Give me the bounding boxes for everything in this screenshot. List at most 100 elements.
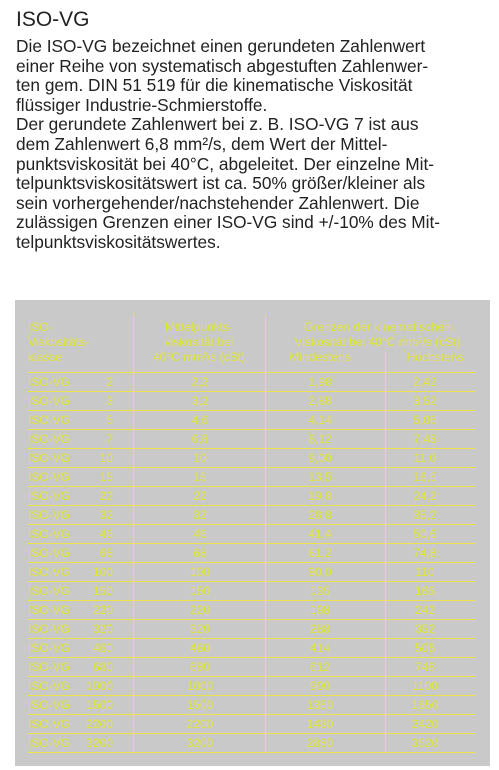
cell: 35,2 — [413, 508, 437, 522]
header-cell: Mittelpunkts- — [164, 320, 234, 334]
cell: ISO-VG — [28, 546, 71, 560]
rule — [28, 524, 475, 525]
header-cell: 40°C mm²/s (cSt) — [152, 350, 246, 364]
paragraph-line: ten gem. DIN 51 519 für die kinematische… — [16, 75, 413, 96]
cell: 68 — [193, 546, 207, 560]
rule — [28, 638, 475, 639]
paragraph-line: Der gerundete Zahlenwert bei z. B. ISO-V… — [16, 114, 419, 135]
rule — [28, 600, 475, 601]
header-cell: viskosität bei — [164, 335, 234, 349]
cell: 2200 — [186, 717, 214, 731]
cell: 220 — [189, 603, 211, 617]
rule — [133, 314, 134, 752]
cell: 2420 — [411, 717, 439, 731]
rule — [28, 676, 475, 677]
header-cell: Höchstens — [406, 350, 464, 364]
cell: 41,4 — [308, 527, 332, 541]
cell: 5 — [106, 413, 113, 427]
cell: 1650 — [411, 698, 439, 712]
cell: 414 — [309, 641, 331, 655]
rule — [385, 352, 386, 752]
cell: 242 — [414, 603, 436, 617]
cell: 3,2 — [191, 394, 209, 408]
cell: ISO-VG — [28, 375, 71, 389]
cell: 1000 — [186, 679, 214, 693]
cell: ISO-VG — [28, 698, 71, 712]
paragraph-line: Die ISO-VG bezeichnet einen gerundeten Z… — [16, 36, 426, 56]
paragraph-line: punktsviskosität bei 40°C, abgeleitet. D… — [16, 153, 435, 174]
header-cell: Mindestens — [289, 350, 351, 364]
cell: 15 — [99, 470, 113, 484]
cell: 900 — [309, 679, 331, 693]
cell: ISO-VG — [28, 489, 71, 503]
cell: 68 — [99, 546, 113, 560]
rule — [28, 733, 475, 734]
cell: 1000 — [86, 679, 113, 693]
cell: 3,52 — [413, 394, 437, 408]
cell: 7 — [106, 432, 113, 446]
paragraph-line: telpunktsviskositätswert ist ca. 50% grö… — [16, 173, 426, 194]
cell: 90,0 — [308, 565, 332, 579]
cell: 3200 — [86, 736, 113, 750]
cell: 61,2 — [308, 546, 332, 560]
cell: 4,6 — [191, 413, 209, 427]
cell: 748 — [414, 660, 436, 674]
cell: 16,5 — [413, 470, 437, 484]
header-cell: Viskosität bei 40°C mm²/s (cSt) — [294, 335, 461, 349]
cell: 32 — [99, 508, 113, 522]
table: ISO- Viskositäts-klasse Mittelpunkts-visko… — [15, 300, 490, 766]
cell: 5,06 — [413, 413, 437, 427]
cell: 288 — [309, 622, 331, 636]
cell: ISO-VG — [28, 527, 71, 541]
cell: ISO-VG — [28, 470, 71, 484]
cell: 460 — [189, 641, 211, 655]
paragraph-line: dem Zahlenwert 6,8 mm²/s, dem Wert der M… — [16, 134, 388, 154]
cell: 2200 — [86, 717, 113, 731]
cell: ISO-VG — [28, 413, 71, 427]
paragraph-line: flüssiger Industrie-Schmierstoffe. — [16, 94, 268, 115]
cell: ISO-VG — [28, 508, 71, 522]
cell: ISO-VG — [28, 660, 71, 674]
cell: 24,2 — [413, 489, 437, 503]
header-cell: Viskositäts- — [28, 335, 90, 349]
rule — [28, 657, 475, 658]
cell: ISO-VG — [28, 641, 71, 655]
rule — [28, 486, 475, 487]
paragraph-line: telpunktsviskositätswertes. — [16, 232, 221, 252]
cell: 10 — [193, 451, 207, 465]
cell: ISO-VG — [28, 565, 71, 579]
cell: 2,2 — [191, 375, 209, 389]
cell: 320 — [189, 622, 211, 636]
cell: 1480 — [306, 717, 334, 731]
cell: 1350 — [306, 698, 334, 712]
cell: ISO-VG — [28, 603, 71, 617]
cell: 6,8 — [191, 432, 209, 446]
cell: 2,42 — [413, 375, 437, 389]
cell: ISO-VG — [28, 584, 71, 598]
rule — [28, 391, 475, 392]
rule — [28, 429, 475, 430]
cell: 10 — [99, 451, 113, 465]
cell: 150 — [92, 584, 113, 598]
cell: 2,88 — [308, 394, 332, 408]
rule — [265, 314, 266, 752]
rule — [28, 467, 475, 468]
cell: 2880 — [306, 736, 334, 750]
cell: 46 — [99, 527, 113, 541]
cell: 74,8 — [413, 546, 437, 560]
cell: ISO-VG — [28, 394, 71, 408]
paragraph-line: einer Reihe von systematisch abgestuften… — [16, 55, 429, 76]
cell: 1500 — [86, 698, 113, 712]
cell: 46 — [193, 527, 207, 541]
cell: ISO-VG — [28, 451, 71, 465]
cell: 100 — [92, 565, 113, 579]
cell: 150 — [189, 584, 211, 598]
paragraph-line: zulässigen Grenzen einer ISO-VG sind +/-… — [16, 212, 441, 233]
cell: 4,14 — [308, 413, 332, 427]
cell: 165 — [414, 584, 436, 598]
cell: 7,48 — [413, 432, 437, 446]
rule — [28, 505, 475, 506]
cell: 11,0 — [413, 451, 437, 465]
cell: 15 — [193, 470, 207, 484]
cell: 110 — [415, 565, 435, 579]
